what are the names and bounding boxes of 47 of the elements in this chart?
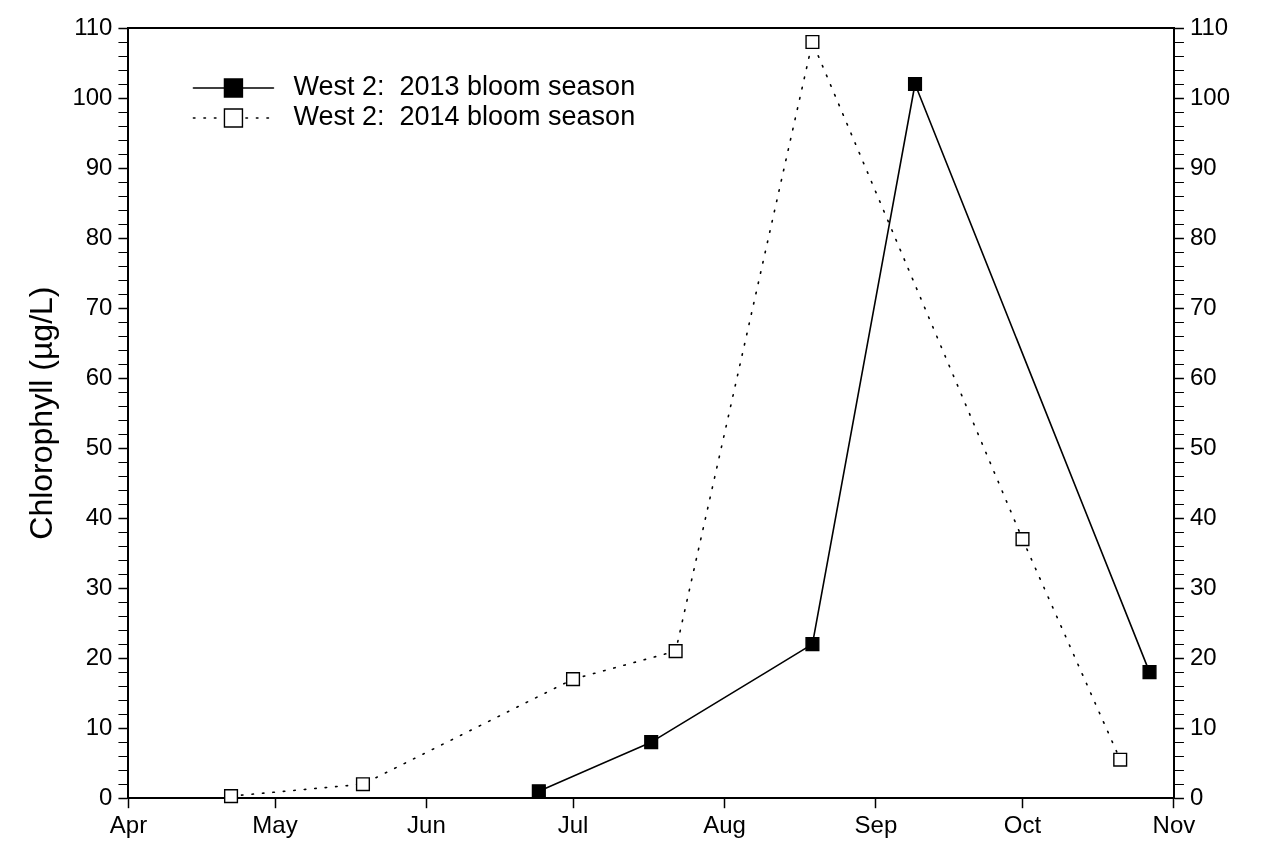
point: [223, 789, 239, 804]
x-tick-label: Jun: [407, 811, 446, 839]
point: [1142, 665, 1157, 680]
point: [531, 784, 546, 799]
y2-tick-label: 30: [1189, 572, 1217, 600]
y2-tick-label: 100: [1189, 82, 1230, 110]
y2-tick-label: 0: [1189, 782, 1204, 810]
y-tick-label: 10: [85, 712, 113, 740]
y2-tick-label: 90: [1189, 152, 1217, 180]
x-tick-label: Oct: [1003, 811, 1042, 839]
y-tick-label: 70: [85, 292, 113, 320]
y2-tick-label: 70: [1189, 292, 1217, 320]
point: [805, 34, 820, 50]
legend-label: West 2: 2013 bloom season: [293, 71, 636, 102]
y-tick-label: 110: [74, 12, 113, 40]
y-tick-label: 0: [99, 782, 113, 810]
y-tick-label: 20: [85, 642, 113, 670]
point: [355, 777, 371, 792]
y2-tick-label: 110: [1189, 12, 1229, 40]
point: [668, 644, 683, 659]
y2-tick-label: 80: [1189, 222, 1217, 250]
y-axis-title: Chlorophyll (µg/L): [23, 286, 60, 540]
y2-tick-label: 10: [1189, 712, 1217, 740]
point: [565, 672, 581, 687]
y2-tick-label: 50: [1189, 432, 1217, 460]
point: [644, 735, 659, 750]
y2-tick-label: 20: [1189, 642, 1217, 670]
x-tick-label: Jul: [557, 811, 589, 839]
y-tick-label: 40: [85, 502, 113, 530]
x-tick-label: Sep: [854, 811, 898, 839]
x-tick-label: Apr: [109, 811, 148, 839]
x-tick-label: Aug: [703, 811, 746, 839]
point: [1015, 532, 1030, 547]
y-tick-label: 90: [85, 152, 113, 180]
y-tick-label: 30: [85, 572, 113, 600]
point: [907, 76, 923, 92]
y2-tick-label: 40: [1189, 502, 1217, 530]
point: [1113, 752, 1128, 767]
y2-tick-label: 60: [1189, 362, 1217, 390]
point: [805, 637, 820, 652]
legend-label: West 2: 2014 bloom season: [293, 101, 636, 132]
y-tick-label: 60: [85, 362, 113, 390]
x-tick-label: Nov: [1152, 811, 1196, 839]
y-tick-label: 50: [85, 432, 113, 460]
x-tick-label: May: [252, 811, 298, 839]
y-tick-label: 80: [85, 222, 113, 250]
y-tick-label: 100: [72, 82, 113, 110]
